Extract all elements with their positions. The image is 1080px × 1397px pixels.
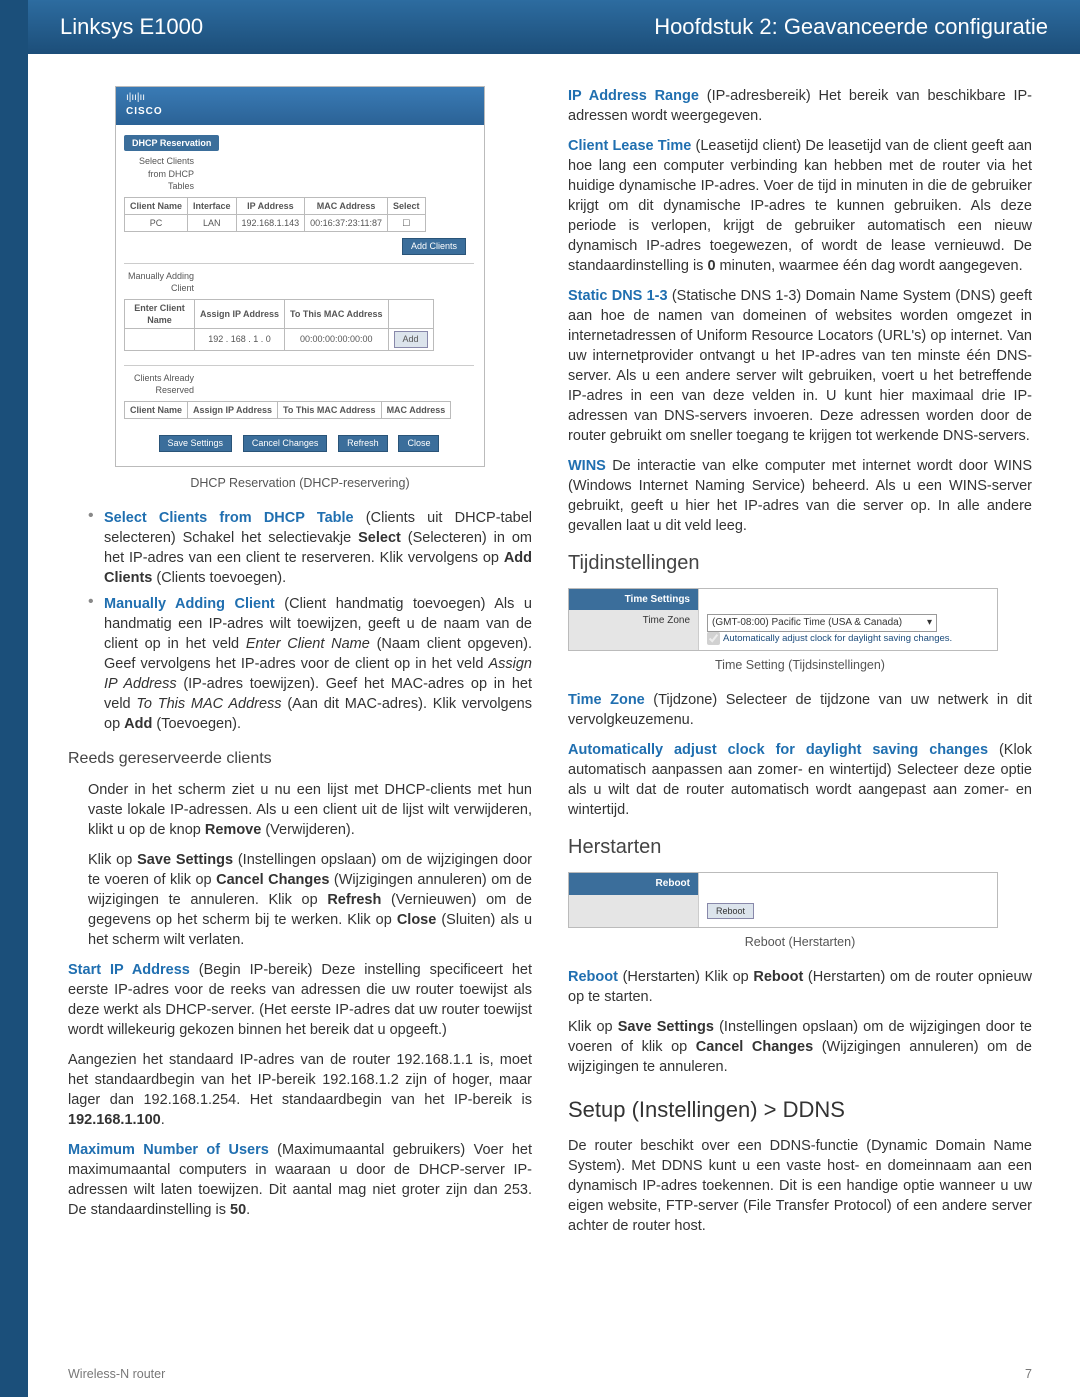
- save-settings-paragraph: Klik op Save Settings (Instellingen opsl…: [568, 1017, 1032, 1077]
- reserved-clients-heading: Reeds gereserveerde clients: [68, 748, 532, 770]
- header-chapter: Hoofdstuk 2: Geavanceerde configuratie: [654, 14, 1048, 40]
- start-ip-paragraph: Start IP Address (Begin IP-bereik) Deze …: [68, 960, 532, 1040]
- lease-paragraph: Client Lease Time (Leasetijd client) De …: [568, 136, 1032, 276]
- header-product: Linksys E1000: [60, 14, 203, 40]
- time-settings-heading: Tijdinstellingen: [568, 550, 1032, 578]
- reserved-p2: Klik op Save Settings (Instellingen opsl…: [88, 850, 532, 950]
- footer-left: Wireless-N router: [68, 1367, 165, 1381]
- reboot-caption: Reboot (Herstarten): [568, 934, 1032, 951]
- add-clients-button[interactable]: Add Clients: [402, 238, 466, 254]
- cisco-logo-bar: ı|ıı|ıı CISCO: [116, 87, 484, 125]
- footer-page-number: 7: [1025, 1367, 1032, 1381]
- cancel-changes-button[interactable]: Cancel Changes: [243, 435, 328, 451]
- dst-paragraph: Automatically adjust clock for daylight …: [568, 740, 1032, 820]
- reboot-paragraph: Reboot (Herstarten) Klik op Reboot (Hers…: [568, 967, 1032, 1007]
- restart-heading: Herstarten: [568, 834, 1032, 862]
- dhcp-table: Client Name Interface IP Address MAC Add…: [124, 197, 426, 233]
- bullet-manual-add: • Manually Adding Client (Client handmat…: [88, 594, 532, 734]
- dhcp-reservation-screenshot: ı|ıı|ıı CISCO DHCP Reservation Select Cl…: [115, 86, 485, 467]
- dhcp-caption: DHCP Reservation (DHCP-reservering): [68, 475, 532, 492]
- reserved-table: Client Name Assign IP Address To This MA…: [124, 401, 451, 419]
- time-caption: Time Setting (Tijdsinstellingen): [568, 657, 1032, 674]
- page-footer: Wireless-N router 7: [68, 1367, 1032, 1381]
- dst-checkbox[interactable]: Automatically adjust clock for daylight …: [707, 633, 952, 644]
- setup-ddns-paragraph: De router beschikt over een DDNS-functie…: [568, 1136, 1032, 1236]
- save-settings-button[interactable]: Save Settings: [159, 435, 233, 451]
- max-users-paragraph: Maximum Number of Users (Maximumaantal g…: [68, 1140, 532, 1220]
- setup-ddns-heading: Setup (Instellingen) > DDNS: [568, 1095, 1032, 1125]
- dns-paragraph: Static DNS 1-3 (Statische DNS 1-3) Domai…: [568, 286, 1032, 446]
- timezone-paragraph: Time Zone (Tijdzone) Selecteer de tijdzo…: [568, 690, 1032, 730]
- bullet-select-clients: • Select Clients from DHCP Table (Client…: [88, 508, 532, 588]
- right-column: IP Address Range (IP-adresbereik) Het be…: [568, 86, 1032, 1246]
- refresh-button[interactable]: Refresh: [338, 435, 388, 451]
- time-settings-screenshot: Time Settings Time Zone (GMT-08:00) Paci…: [568, 588, 998, 651]
- ip-range-paragraph: IP Address Range (IP-adresbereik) Het be…: [568, 86, 1032, 126]
- left-column: ı|ıı|ıı CISCO DHCP Reservation Select Cl…: [68, 86, 532, 1246]
- dhcp-reservation-label: DHCP Reservation: [124, 135, 219, 151]
- close-button[interactable]: Close: [398, 435, 439, 451]
- reserved-p1: Onder in het scherm ziet u nu een lijst …: [88, 780, 532, 840]
- timezone-select[interactable]: (GMT-08:00) Pacific Time (USA & Canada) …: [707, 614, 937, 632]
- add-button[interactable]: Add: [394, 331, 428, 347]
- page-header: Linksys E1000 Hoofdstuk 2: Geavanceerde …: [28, 0, 1080, 54]
- start-ip-paragraph-2: Aangezien het standaard IP-adres van de …: [68, 1050, 532, 1130]
- reboot-button[interactable]: Reboot: [707, 903, 754, 919]
- wins-paragraph: WINS De interactie van elke computer met…: [568, 456, 1032, 536]
- reboot-screenshot: Reboot Reboot: [568, 872, 998, 928]
- manual-add-table: Enter Client Name Assign IP Address To T…: [124, 299, 434, 351]
